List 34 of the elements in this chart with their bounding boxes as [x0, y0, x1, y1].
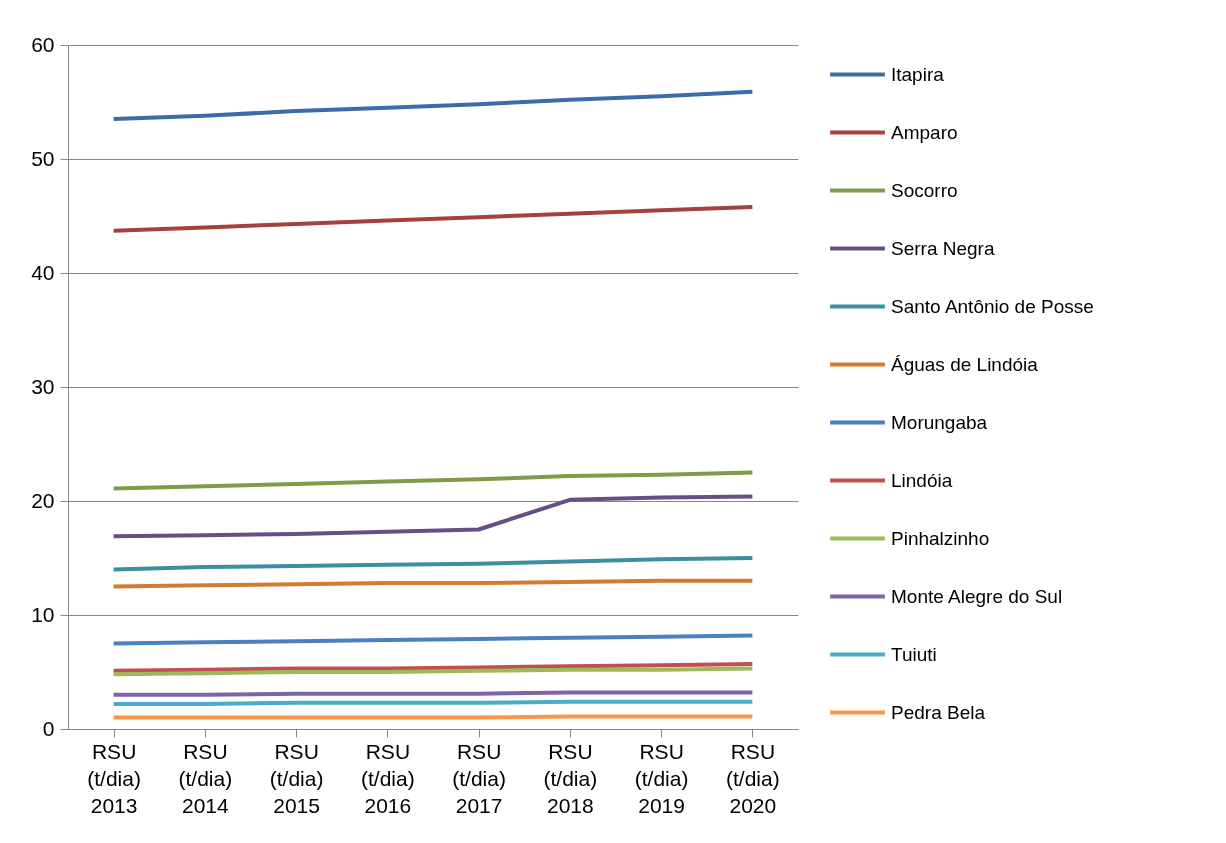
line-series: [111, 89, 755, 122]
x-tick-label: RSU (t/dia) 2019: [634, 739, 689, 817]
legend-label: Serra Negra: [891, 237, 995, 259]
line-series: [111, 470, 755, 491]
legend-label: Pinhalzinho: [891, 527, 990, 549]
legend-label: Tuiuti: [891, 643, 937, 665]
legend-label: Lindóia: [891, 469, 953, 491]
x-tick-label: RSU (t/dia) 2015: [269, 739, 324, 817]
legend-label: Socorro: [891, 179, 958, 201]
x-tick-label: RSU (t/dia) 2017: [452, 739, 506, 817]
line-series: [111, 633, 755, 646]
y-tick-label: 30: [31, 374, 55, 398]
x-tick-label: RSU (t/dia) 2018: [543, 739, 598, 817]
y-tick-label: 40: [31, 260, 55, 284]
x-tick-label: RSU (t/dia) 2013: [87, 739, 141, 817]
line-series: [111, 494, 755, 539]
legend-label: Monte Alegre do Sul: [891, 585, 1063, 607]
line-series: [111, 204, 755, 233]
y-tick-label: 50: [31, 146, 55, 170]
x-tick-label: RSU (t/dia) 2014: [178, 739, 233, 817]
y-tick-label: 60: [31, 32, 55, 56]
legend-label: Morungaba: [891, 411, 988, 433]
legend-label: Pedra Bela: [891, 701, 986, 723]
x-tick-label: RSU (t/dia) 2020: [726, 739, 780, 817]
legend-label: Amparo: [891, 121, 958, 143]
legend-label: Águas de Lindóia: [891, 353, 1039, 375]
line-series: [111, 556, 755, 572]
y-tick-label: 20: [31, 488, 55, 512]
legend-label: Santo Antônio de Posse: [891, 295, 1094, 317]
y-tick-label: 0: [42, 716, 55, 740]
y-tick-label: 10: [31, 602, 55, 626]
x-tick-label: RSU (t/dia) 2016: [361, 739, 415, 817]
legend-label: Itapira: [891, 63, 945, 85]
line-series: [111, 662, 755, 673]
